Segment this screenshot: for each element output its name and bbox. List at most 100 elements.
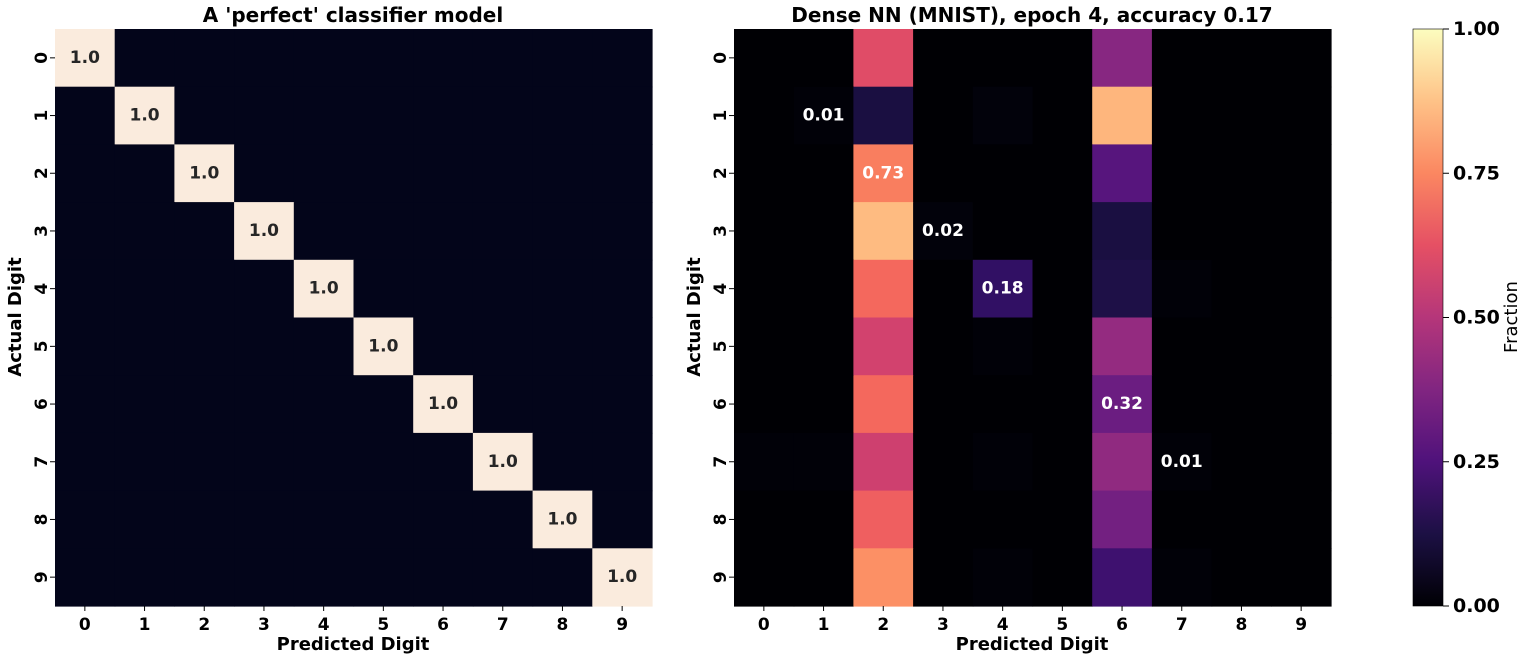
heatmap-cell xyxy=(293,548,355,607)
heatmap-cell xyxy=(174,317,235,376)
heatmap-cell xyxy=(413,432,474,492)
heatmap-cell xyxy=(234,144,295,203)
x-tick-label: 5 xyxy=(377,615,389,635)
heatmap-cell xyxy=(174,86,235,145)
y-tick-labels: 0 1 2 3 4 5 6 7 8 9 xyxy=(32,52,55,583)
heatmap-cell xyxy=(1092,259,1153,319)
heatmap-cell xyxy=(1211,144,1272,203)
heatmap-cell xyxy=(1211,490,1272,549)
heatmap-cell xyxy=(1032,259,1093,319)
heatmap-cell xyxy=(1271,548,1332,607)
heatmap-cell xyxy=(472,317,534,376)
heatmap-cell xyxy=(413,259,474,319)
cell-annotation: 1.0 xyxy=(189,163,219,183)
y-tick-label: 6 xyxy=(32,398,52,410)
cell-annotation: 1.0 xyxy=(70,48,100,68)
heatmap-cell xyxy=(734,548,795,607)
x-tick-label: 7 xyxy=(497,615,509,635)
heatmap-cell xyxy=(353,29,414,88)
heatmap-cell xyxy=(972,29,1034,88)
heatmap-cell xyxy=(472,29,534,88)
heatmap-cell xyxy=(532,202,593,261)
heatmap-cell xyxy=(1032,86,1093,145)
heatmap-cell xyxy=(55,317,116,376)
heatmap-cell xyxy=(853,259,914,319)
heatmap-cell xyxy=(853,375,914,434)
heatmap-cell xyxy=(1271,29,1332,88)
heatmap-cell xyxy=(1092,317,1153,376)
heatmap-cell xyxy=(234,202,295,261)
chart-title: A 'perfect' classifier model xyxy=(203,3,503,27)
heatmap-cell xyxy=(234,86,295,145)
heatmap-cell xyxy=(174,432,235,492)
heatmap-cell xyxy=(114,202,175,261)
heatmap-cell xyxy=(972,259,1034,319)
heatmap-cell xyxy=(1151,548,1213,607)
dense-nn-heatmap: Dense NN (MNIST), epoch 4, accuracy 0.17… xyxy=(684,3,1332,655)
colorbar-tick-label: 0.25 xyxy=(1453,451,1500,473)
heatmap-cell xyxy=(592,259,653,319)
heatmap-cell xyxy=(114,259,175,319)
heatmap-cell xyxy=(1151,490,1213,549)
heatmap-cell xyxy=(413,375,474,434)
heatmap-cell xyxy=(1092,202,1153,261)
heatmap-cell xyxy=(592,317,653,376)
colorbar-label: Fraction xyxy=(1501,281,1522,353)
x-tick-label: 5 xyxy=(1056,615,1068,635)
heatmap-cell xyxy=(972,317,1034,376)
heatmap-cell xyxy=(913,490,974,549)
heatmap-cell xyxy=(1092,375,1153,434)
heatmap-cell xyxy=(972,490,1034,549)
heatmap-cell xyxy=(1092,548,1153,607)
heatmap-cell xyxy=(1271,490,1332,549)
heatmap-cell xyxy=(293,144,355,203)
heatmap-cell xyxy=(532,548,593,607)
heatmap-cell xyxy=(472,432,534,492)
heatmap-cell xyxy=(853,29,914,88)
y-tick-label: 1 xyxy=(711,110,731,122)
heatmap-cells: 0.01 0.73 0.02 0.18 0.32 0.01 xyxy=(734,29,1332,607)
heatmap-cell xyxy=(793,144,854,203)
heatmap-cell xyxy=(1032,29,1093,88)
perfect-classifier-heatmap: A 'perfect' classifier model 1.01.01.01.… xyxy=(5,3,653,655)
heatmap-cell xyxy=(793,375,854,434)
x-tick-label: 3 xyxy=(258,615,270,635)
x-tick-label: 0 xyxy=(79,615,91,635)
heatmap-cell xyxy=(114,29,175,88)
heatmap-cell xyxy=(174,202,235,261)
y-tick-label: 4 xyxy=(711,283,731,295)
heatmap-cell xyxy=(1092,29,1153,88)
x-tick-label: 7 xyxy=(1176,615,1188,635)
heatmap-cell xyxy=(972,202,1034,261)
cell-annotation: 0.02 xyxy=(922,221,964,241)
heatmap-cell xyxy=(353,259,414,319)
colorbar-tick-label: 0.00 xyxy=(1453,595,1500,617)
heatmap-cell xyxy=(472,202,534,261)
heatmap-cell xyxy=(734,144,795,203)
heatmap-cell xyxy=(972,548,1034,607)
y-tick-label: 0 xyxy=(32,52,52,64)
heatmap-cell xyxy=(472,144,534,203)
heatmap-cell xyxy=(532,29,593,88)
heatmap-cell xyxy=(1151,29,1213,88)
heatmap-cell xyxy=(1151,375,1213,434)
y-tick-label: 5 xyxy=(32,340,52,352)
heatmap-cell xyxy=(353,375,414,434)
y-tick-label: 8 xyxy=(32,514,52,526)
heatmap-cell xyxy=(913,144,974,203)
heatmap-cell xyxy=(972,375,1034,434)
x-tick-label: 4 xyxy=(997,615,1009,635)
heatmap-cell xyxy=(913,317,974,376)
x-tick-label: 2 xyxy=(877,615,889,635)
heatmap-cell xyxy=(1032,202,1093,261)
heatmap-cell xyxy=(1032,548,1093,607)
heatmap-cell xyxy=(55,144,116,203)
heatmap-cell xyxy=(1211,375,1272,434)
heatmap-cell xyxy=(913,432,974,492)
y-tick-label: 7 xyxy=(711,456,731,468)
heatmap-cell xyxy=(793,317,854,376)
heatmap-cell xyxy=(1271,432,1332,492)
heatmap-cell xyxy=(1211,259,1272,319)
colorbar-gradient xyxy=(1412,28,1444,607)
heatmap-cell xyxy=(532,490,593,549)
